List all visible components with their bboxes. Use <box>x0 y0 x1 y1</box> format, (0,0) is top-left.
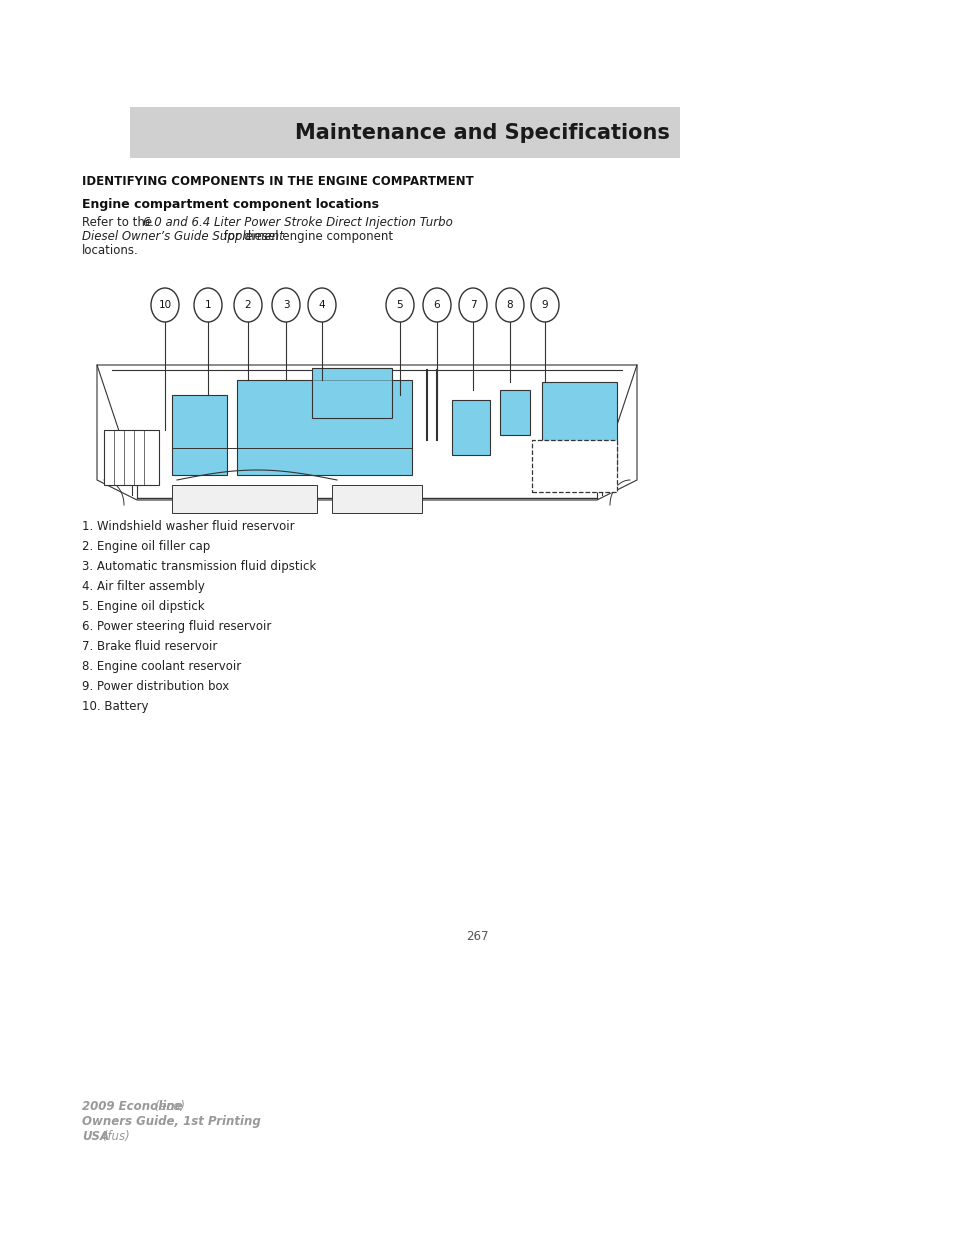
Text: 2: 2 <box>244 300 251 310</box>
Text: 6. Power steering fluid reservoir: 6. Power steering fluid reservoir <box>82 620 271 634</box>
Text: 5. Engine oil dipstick: 5. Engine oil dipstick <box>82 600 204 613</box>
Ellipse shape <box>272 288 299 322</box>
Bar <box>104 430 159 485</box>
Bar <box>452 400 490 454</box>
Text: 1: 1 <box>205 300 212 310</box>
Bar <box>312 368 392 417</box>
Text: 267: 267 <box>465 930 488 944</box>
Ellipse shape <box>422 288 451 322</box>
Bar <box>172 485 316 513</box>
Text: 1. Windshield washer fluid reservoir: 1. Windshield washer fluid reservoir <box>82 520 294 534</box>
Bar <box>172 395 227 475</box>
Text: Engine compartment component locations: Engine compartment component locations <box>82 198 378 211</box>
Text: 6: 6 <box>434 300 440 310</box>
Bar <box>499 390 530 435</box>
Ellipse shape <box>386 288 414 322</box>
Text: (fus): (fus) <box>98 1130 130 1144</box>
Text: 7. Brake fluid reservoir: 7. Brake fluid reservoir <box>82 640 217 653</box>
Text: 4. Air filter assembly: 4. Air filter assembly <box>82 580 205 593</box>
Bar <box>332 485 421 513</box>
Text: 4: 4 <box>318 300 325 310</box>
Text: 8: 8 <box>506 300 513 310</box>
Text: 8. Engine coolant reservoir: 8. Engine coolant reservoir <box>82 659 241 673</box>
Text: 6.0 and 6.4 Liter Power Stroke Direct Injection Turbo: 6.0 and 6.4 Liter Power Stroke Direct In… <box>143 216 452 228</box>
Bar <box>541 382 617 472</box>
Text: 9. Power distribution box: 9. Power distribution box <box>82 680 229 693</box>
Text: 2009 Econoline: 2009 Econoline <box>82 1100 182 1113</box>
Text: (eco): (eco) <box>151 1100 185 1113</box>
Bar <box>236 380 412 475</box>
Ellipse shape <box>308 288 335 322</box>
Text: IDENTIFYING COMPONENTS IN THE ENGINE COMPARTMENT: IDENTIFYING COMPONENTS IN THE ENGINE COM… <box>82 175 474 188</box>
Ellipse shape <box>151 288 179 322</box>
Text: for diesel engine component: for diesel engine component <box>219 230 393 243</box>
Text: Refer to the: Refer to the <box>82 216 155 228</box>
Text: Owners Guide, 1st Printing: Owners Guide, 1st Printing <box>82 1115 260 1128</box>
Text: 10: 10 <box>158 300 172 310</box>
Bar <box>130 107 679 158</box>
Text: 3. Automatic transmission fluid dipstick: 3. Automatic transmission fluid dipstick <box>82 559 315 573</box>
Ellipse shape <box>193 288 222 322</box>
Bar <box>532 440 617 492</box>
Text: Diesel Owner’s Guide Supplement: Diesel Owner’s Guide Supplement <box>82 230 283 243</box>
Text: 5: 5 <box>396 300 403 310</box>
Ellipse shape <box>458 288 486 322</box>
Text: 9: 9 <box>541 300 548 310</box>
Text: 3: 3 <box>282 300 289 310</box>
Polygon shape <box>97 366 637 500</box>
Text: Maintenance and Specifications: Maintenance and Specifications <box>294 122 669 142</box>
Text: 7: 7 <box>469 300 476 310</box>
Text: locations.: locations. <box>82 245 138 257</box>
Ellipse shape <box>233 288 262 322</box>
Text: 2. Engine oil filler cap: 2. Engine oil filler cap <box>82 540 210 553</box>
Text: 10. Battery: 10. Battery <box>82 700 149 713</box>
Ellipse shape <box>496 288 523 322</box>
Ellipse shape <box>531 288 558 322</box>
Text: USA: USA <box>82 1130 109 1144</box>
